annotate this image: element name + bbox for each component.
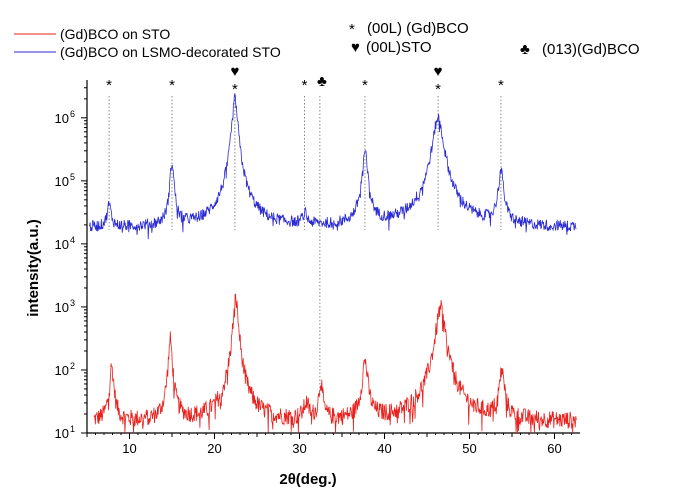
peak-markers: * *♥* * ♣ *♥* * <box>106 63 504 395</box>
marker-star: * <box>362 77 368 94</box>
y-tick-exponent: 4 <box>70 235 75 245</box>
legend-label-red: (Gd)BCO on STO <box>60 26 170 42</box>
club-key-symbol: ♣ <box>520 41 530 58</box>
y-tick-label: 10 <box>55 237 69 252</box>
heart-key-symbol: ♥ <box>351 39 360 56</box>
y-tick-label: 10 <box>55 300 69 315</box>
star-key-symbol: * <box>349 21 355 38</box>
marker-heart: ♥ <box>230 63 239 80</box>
legend-label-blue: (Gd)BCO on LSMO-decorated STO <box>60 44 281 60</box>
y-tick-label: 10 <box>55 426 69 441</box>
x-tick-label: 60 <box>547 441 561 456</box>
series-group <box>89 93 577 434</box>
x-tick-label: 20 <box>207 441 221 456</box>
y-axis-title: intensity(a.u.) <box>25 219 42 317</box>
marker-star: * <box>498 77 504 94</box>
marker-star: * <box>302 77 308 94</box>
y-tick-exponent: 6 <box>70 109 75 119</box>
series-line-1 <box>89 93 577 240</box>
x-axis-ticks: 10 20 30 40 50 60 <box>86 433 572 456</box>
series-line-0 <box>93 293 577 434</box>
legend: (Gd)BCO on STO (Gd)BCO on LSMO-decorated… <box>14 26 281 60</box>
marker-star: * <box>435 81 441 98</box>
star-key-label: (00L) (Gd)BCO <box>367 20 469 37</box>
marker-star: * <box>169 77 175 94</box>
x-tick-label: 40 <box>377 441 391 456</box>
marker-star: * <box>106 77 112 94</box>
symbol-key: * (00L) (Gd)BCO ♥ (00L)STO ♣ (013)(Gd)BC… <box>349 20 640 58</box>
heart-key-label: (00L)STO <box>366 39 432 56</box>
x-tick-label: 50 <box>462 441 476 456</box>
x-tick-label: 30 <box>292 441 306 456</box>
club-key-label: (013)(Gd)BCO <box>542 41 640 58</box>
marker-heart: ♥ <box>434 63 443 80</box>
y-tick-exponent: 3 <box>70 298 75 308</box>
x-axis-title: 2θ(deg.) <box>279 471 336 488</box>
y-tick-exponent: 1 <box>70 424 75 434</box>
y-tick-label: 10 <box>55 363 69 378</box>
marker-star: * <box>232 81 238 98</box>
y-tick-label: 10 <box>55 174 69 189</box>
y-tick-label: 10 <box>55 111 69 126</box>
x-tick-label: 10 <box>122 441 136 456</box>
marker-club: ♣ <box>317 73 327 90</box>
y-tick-exponent: 5 <box>70 172 75 182</box>
y-tick-exponent: 2 <box>70 361 75 371</box>
